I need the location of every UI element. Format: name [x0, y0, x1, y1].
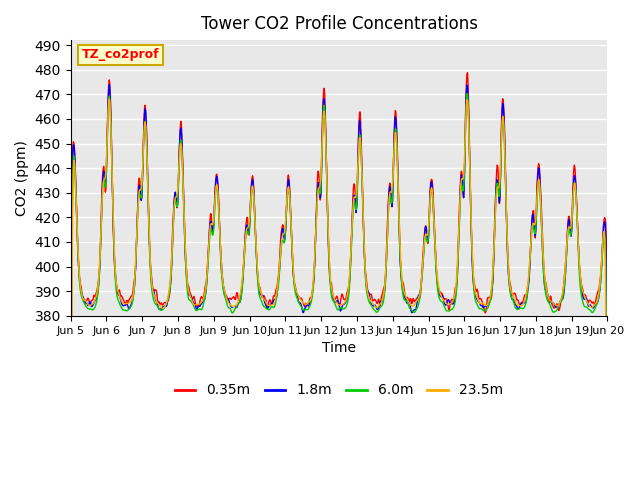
Y-axis label: CO2 (ppm): CO2 (ppm)	[15, 140, 29, 216]
X-axis label: Time: Time	[322, 341, 356, 355]
Text: TZ_co2prof: TZ_co2prof	[81, 48, 159, 61]
Legend: 0.35m, 1.8m, 6.0m, 23.5m: 0.35m, 1.8m, 6.0m, 23.5m	[169, 378, 509, 403]
Title: Tower CO2 Profile Concentrations: Tower CO2 Profile Concentrations	[200, 15, 477, 33]
